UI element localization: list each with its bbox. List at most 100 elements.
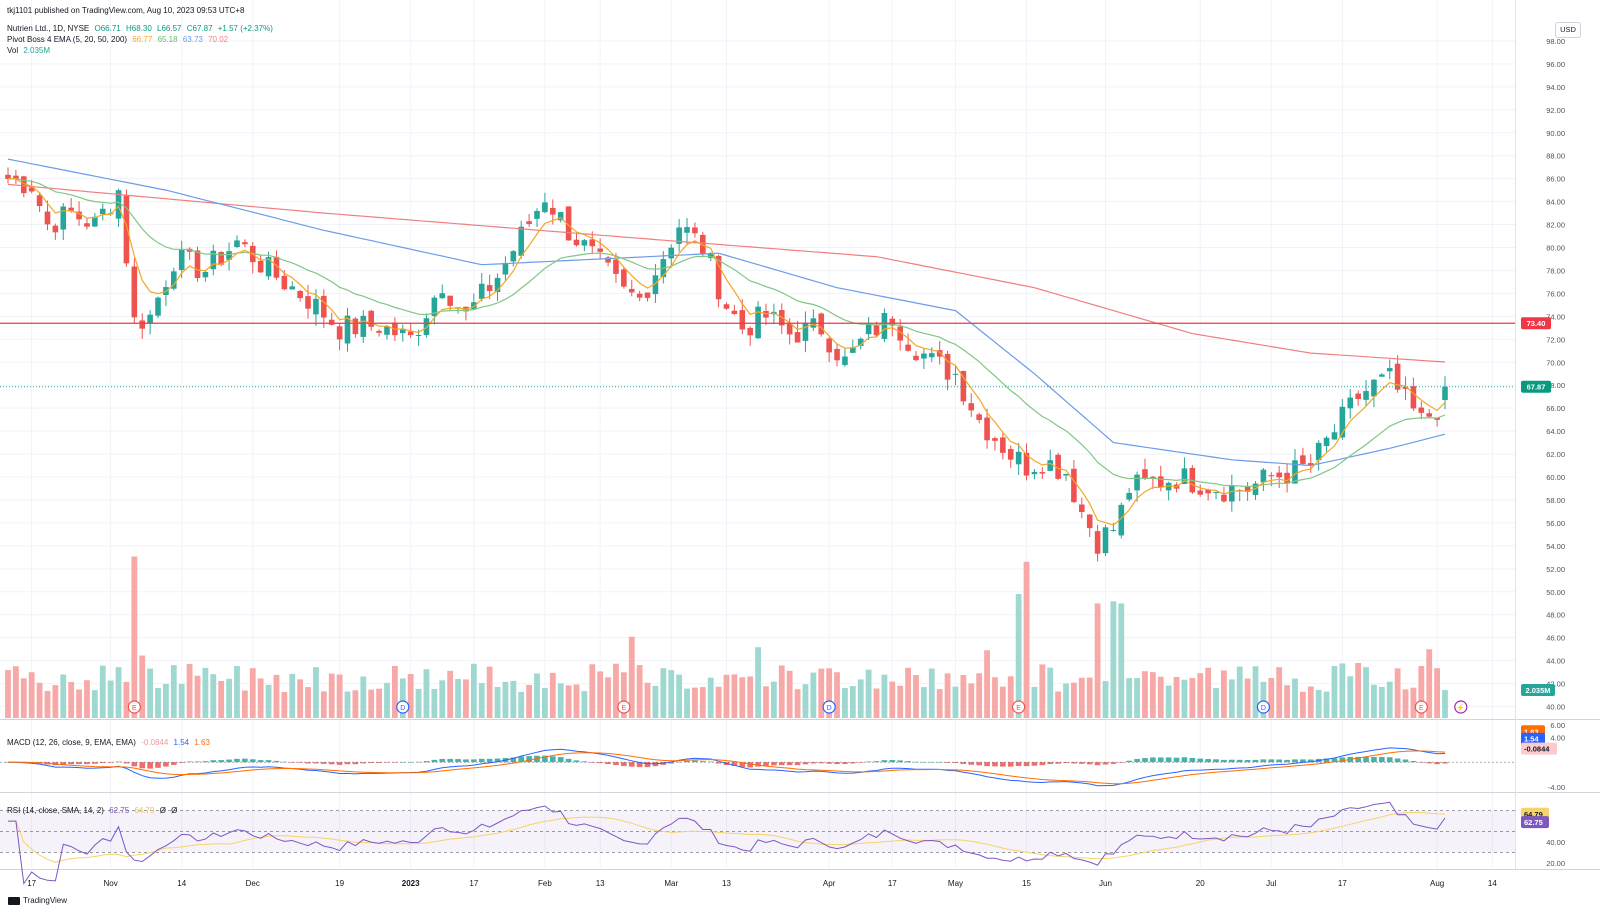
- candle: [494, 273, 501, 302]
- volume-bar: [1102, 681, 1109, 718]
- volume-bar: [202, 667, 209, 718]
- macd-hist-bar: [1292, 759, 1298, 763]
- rsi-value-tag-label: 62.75: [1524, 818, 1543, 827]
- macd-hist-bar: [794, 762, 801, 766]
- macd-hist-bar: [644, 762, 651, 768]
- volume-bar: [376, 688, 382, 718]
- macd-hist-bar: [850, 762, 856, 764]
- volume-bar: [1355, 663, 1362, 718]
- candle-body: [1394, 363, 1401, 390]
- macd-hist-bar: [1197, 758, 1204, 763]
- candle-body: [423, 318, 430, 336]
- time-axis-label: Aug: [1430, 879, 1444, 888]
- candle: [992, 436, 998, 451]
- volume-bar: [1260, 681, 1267, 718]
- tradingview-logo[interactable]: TradingView: [8, 896, 67, 905]
- macd-hist-bar: [565, 758, 572, 763]
- candle-body: [1181, 468, 1188, 485]
- volume-bar: [431, 688, 438, 718]
- candle-body: [210, 250, 217, 270]
- volume-bar: [178, 683, 185, 718]
- volume-bar: [1015, 594, 1022, 718]
- candle: [952, 366, 959, 385]
- volume-bar: [1284, 685, 1290, 718]
- change-value: +1.57 (+2.37%): [217, 24, 273, 33]
- volume-bar: [1197, 673, 1204, 718]
- candle: [52, 223, 59, 240]
- macd-hist-bar: [676, 761, 682, 763]
- volume-bar: [1410, 687, 1417, 718]
- candle-body: [328, 319, 335, 325]
- time-axis-label: 14: [1488, 879, 1497, 888]
- candle: [921, 348, 927, 370]
- candle-body: [92, 216, 98, 227]
- volume-bar: [478, 683, 485, 718]
- macd-hist-bar: [1007, 762, 1014, 767]
- macd-hist-bar: [1410, 761, 1417, 763]
- earnings-marker-icon: [1012, 700, 1026, 714]
- macd-value-tag-label: 1.63: [1524, 727, 1539, 736]
- volume-bar: [502, 681, 509, 718]
- macd-hist-bar: [747, 762, 753, 768]
- macd-hist-bar: [731, 762, 738, 766]
- candle: [755, 301, 761, 339]
- candle-body: [936, 350, 943, 357]
- volume-bar: [226, 678, 232, 718]
- candle-body: [305, 296, 311, 309]
- candle-body: [281, 275, 288, 290]
- macd-hist-bar: [1031, 762, 1038, 766]
- macd-hist-bar: [597, 762, 603, 764]
- macd-hist-bar: [1134, 758, 1140, 763]
- volume-bar: [881, 674, 888, 718]
- candle: [573, 232, 580, 247]
- candle-body: [589, 239, 596, 247]
- macd-hist-bar: [581, 761, 588, 763]
- volume-bar: [1307, 686, 1314, 718]
- candle-body: [60, 206, 67, 230]
- candle: [1031, 468, 1038, 480]
- vol-value: 2.035M: [23, 46, 51, 55]
- volume-bar: [218, 680, 225, 718]
- volume-bar: [715, 686, 722, 718]
- candle-body: [786, 322, 793, 335]
- volume-bar: [573, 684, 580, 718]
- event-marker-label: D: [1261, 705, 1266, 712]
- currency-button[interactable]: USD: [1555, 22, 1581, 38]
- volume-bar: [1323, 691, 1330, 718]
- candle-body: [52, 225, 59, 233]
- volume-bar: [155, 688, 161, 718]
- candle-body: [439, 293, 446, 299]
- candle: [1086, 514, 1093, 537]
- macd-hist-bar: [1173, 757, 1180, 763]
- volume-bar: [1292, 678, 1298, 718]
- volume-bar: [368, 689, 375, 718]
- volume-bar: [1086, 677, 1093, 718]
- macd-hist-bar: [226, 759, 232, 763]
- candle-body: [549, 207, 556, 215]
- candle: [257, 254, 264, 273]
- candle: [1394, 355, 1401, 393]
- volume-bar: [1205, 667, 1212, 718]
- volume-bar: [976, 673, 983, 718]
- candle: [542, 192, 548, 214]
- volume-bar: [992, 677, 998, 718]
- candle: [131, 258, 138, 324]
- candle-body: [873, 325, 880, 336]
- candle: [1402, 376, 1409, 400]
- volume-bar: [1126, 678, 1133, 718]
- macd-hist-bar: [1284, 759, 1290, 763]
- volume-bar: [1268, 678, 1275, 718]
- volume-bar: [447, 670, 454, 718]
- candle: [36, 192, 43, 213]
- macd-hist-bar: [1023, 762, 1030, 767]
- macd-hist-bar: [1157, 757, 1164, 763]
- price-tick-label: 90.00: [1546, 129, 1565, 138]
- candle: [1323, 435, 1330, 452]
- candle-body: [652, 275, 659, 295]
- price-tick-label: 72.00: [1546, 335, 1565, 344]
- candle-body: [794, 332, 801, 343]
- candle-body: [581, 240, 588, 246]
- macd-hist-bar: [1236, 759, 1243, 763]
- volume-bar: [999, 686, 1006, 718]
